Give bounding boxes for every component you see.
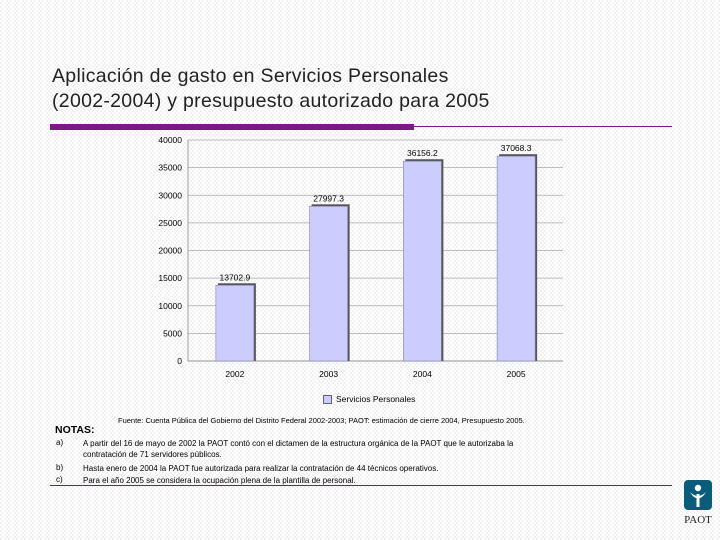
footer-rule (50, 485, 672, 486)
note-a-line-2: contratación de 71 servidores públicos. (83, 450, 222, 459)
bar-2005 (496, 155, 536, 362)
y-tick-label-0: 0 (177, 356, 182, 366)
logo-text: PAOT (684, 514, 712, 526)
bar-2003 (309, 206, 348, 362)
y-tick-label-1: 5000 (163, 328, 182, 338)
note-c-text: Para el año 2005 se considera la ocupaci… (83, 476, 356, 485)
title-line-2: (2002-2004) y presupuesto autorizado par… (52, 90, 490, 112)
x-tick-label-2003: 2003 (319, 369, 338, 379)
data-label-2005: 37068.3 (501, 143, 532, 153)
y-tick-label-8: 40000 (158, 135, 182, 145)
legend-label: Servicios Personales (336, 394, 416, 404)
note-c-letter: c) (56, 475, 63, 484)
notes-title: NOTAS: (55, 424, 95, 436)
note-a-text: A partir del 16 de mayo de 2002 la PAOT … (83, 438, 513, 460)
y-tick-label-2: 10000 (158, 301, 182, 311)
x-tick-label-2004: 2004 (413, 369, 432, 379)
bar-chart: 0 5000 10000 15000 20000 25000 30000 35000 40000… (158, 135, 563, 379)
y-tick-label-7: 35000 (158, 163, 182, 173)
source-note: Fuente: Cuenta Pública del Gobierno del … (118, 416, 525, 425)
title-underline-thin (414, 126, 672, 127)
note-b-letter: b) (56, 463, 64, 472)
y-tick-label-4: 20000 (158, 246, 182, 256)
paot-logo: PAOT (678, 478, 718, 528)
bar-2002 (215, 284, 255, 362)
chart-legend: Servicios Personales (323, 394, 415, 404)
title-line-1: Aplicación de gasto en Servicios Persona… (52, 65, 449, 87)
data-label-2003: 27997.3 (313, 193, 344, 203)
slide-title: Aplicación de gasto en Servicios Persona… (52, 64, 672, 114)
note-b-text: Hasta enero de 2004 la PAOT fue autoriza… (83, 464, 439, 473)
paot-logo-icon (684, 480, 712, 510)
x-tick-label-2002: 2002 (225, 369, 244, 379)
y-tick-label-3: 15000 (158, 273, 182, 283)
note-a-letter: a) (56, 438, 64, 447)
data-label-2004: 36156.2 (407, 148, 438, 158)
data-label-2002: 13702.9 (220, 272, 251, 282)
y-tick-label-5: 25000 (158, 218, 182, 228)
title-underline-thick (50, 124, 414, 130)
y-tick-label-6: 30000 (158, 190, 182, 200)
bar-2004 (403, 160, 442, 362)
x-tick-label-2005: 2005 (507, 369, 526, 379)
legend-swatch (323, 394, 332, 404)
note-a-line-1: A partir del 16 de mayo de 2002 la PAOT … (83, 439, 514, 448)
